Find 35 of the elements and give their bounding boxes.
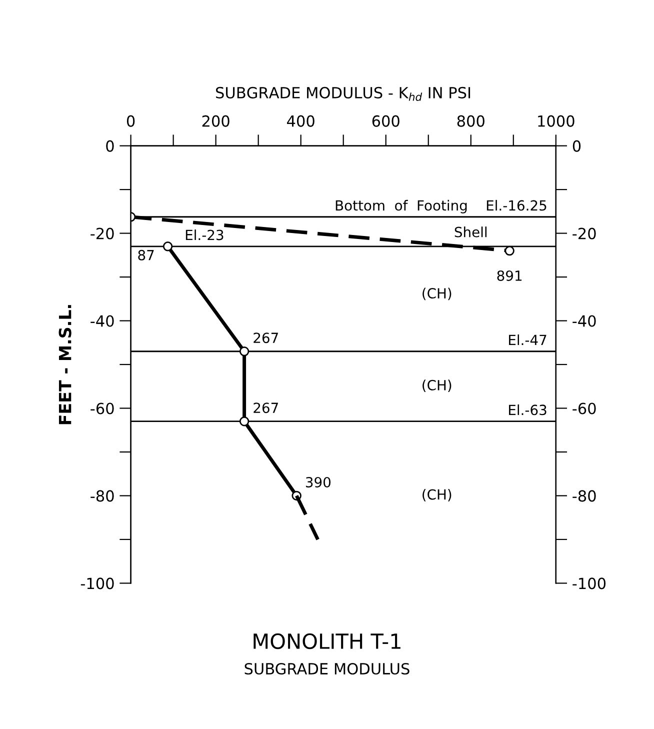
ref-line-label: El.-23 <box>186 229 224 240</box>
x-tick-label: 600 <box>372 115 400 127</box>
y-tick-label: -100 <box>80 578 114 590</box>
x-tick-label: 0 <box>126 115 135 127</box>
x-tick-label: 200 <box>202 115 230 127</box>
annotation: Shell <box>454 226 487 238</box>
y2-tick-label: -20 <box>572 228 596 240</box>
ref-line-label: El.-47 <box>509 334 546 345</box>
annotation: 891 <box>497 270 522 281</box>
y2-tick-label: -60 <box>572 402 596 414</box>
ref-line-label: El.-63 <box>509 404 546 416</box>
y-tick-label: -40 <box>90 315 114 327</box>
x-tick-label: 1000 <box>538 115 574 127</box>
x-tick-label: 800 <box>457 115 484 127</box>
annotation: 87 <box>138 250 154 260</box>
x-tick-label: 400 <box>287 115 314 127</box>
annotation: 267 <box>254 402 278 414</box>
y2-tick-label: -100 <box>572 578 606 590</box>
x-axis-title: SUBGRADE MODULUS - K$_{hd}$ IN PSI <box>216 86 470 101</box>
annotation: (CH) <box>422 288 452 300</box>
y-axis-title: FEET - M.S.L. <box>58 305 72 424</box>
annotation: (CH) <box>422 380 452 392</box>
y2-tick-label: 0 <box>572 140 581 152</box>
y-tick-label: 0 <box>106 140 114 152</box>
annotation: 267 <box>254 332 278 344</box>
text: SUBGRADE MODULUS <box>244 662 410 675</box>
text: MONOLITH T-1 <box>254 633 400 650</box>
y2-tick-label: -80 <box>572 490 596 502</box>
y-tick-label: -20 <box>90 228 114 240</box>
y2-tick-label: -40 <box>572 315 596 327</box>
annotation: (CH) <box>422 489 452 502</box>
y-tick-label: -60 <box>90 402 114 414</box>
annotation: 390 <box>306 476 331 488</box>
ref-line-label: Bottom of Footing El.-16.25 <box>336 200 546 214</box>
y-tick-label: -80 <box>90 490 114 502</box>
